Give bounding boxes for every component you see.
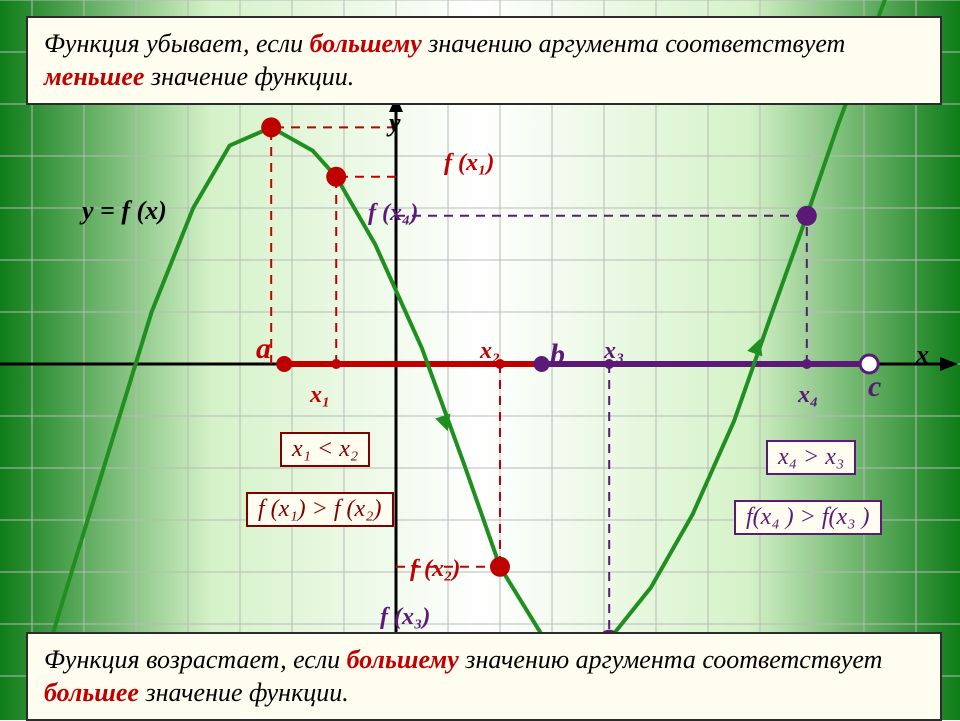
box-x4-gt-x3: x₄ > x₃ bbox=[766, 440, 856, 475]
label-x1: x₁ bbox=[310, 382, 330, 409]
label-fx1: f (x₁) bbox=[444, 150, 494, 177]
label-yfx: y = f (x) bbox=[82, 196, 167, 226]
label-c: c bbox=[868, 370, 881, 404]
label-fx3: f (x₃) bbox=[380, 604, 430, 631]
box-fx1-gt-fx2: f (x₁) > f (x₂) bbox=[246, 492, 394, 527]
label-fx4: f (x₄) bbox=[368, 200, 418, 227]
label-x4: x₄ bbox=[798, 382, 818, 409]
label-b: b bbox=[550, 338, 565, 372]
callout-increasing: Функция возрастает, если большему значен… bbox=[26, 632, 942, 721]
box-x1-lt-x2: x₁ < x₂ bbox=[280, 432, 370, 467]
label-a: a bbox=[256, 332, 271, 366]
label-x2: x₂ bbox=[480, 338, 500, 365]
box-fx4-gt-fx3: f(x₄ ) > f(x₃ ) bbox=[734, 500, 882, 535]
label-x3: x₃ bbox=[604, 338, 624, 365]
axis-label-y: y bbox=[389, 108, 401, 138]
callout-decreasing: Функция убывает, если большему значению … bbox=[26, 16, 942, 105]
label-fx2: f (x₂) bbox=[410, 556, 460, 583]
axis-label-x: x bbox=[916, 340, 929, 370]
